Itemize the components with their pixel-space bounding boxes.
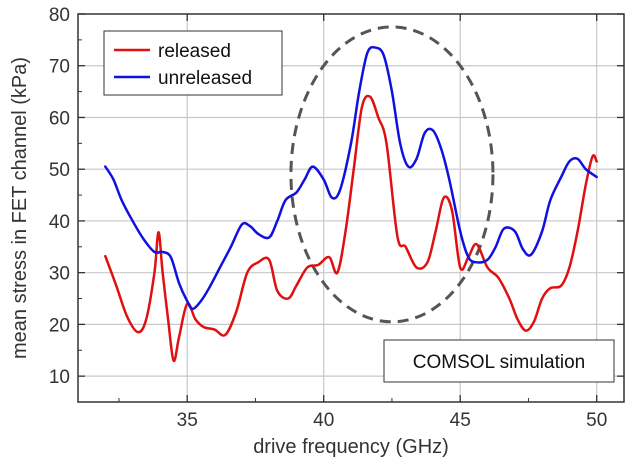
legend-label-released: released (158, 41, 231, 62)
axis-ticks (78, 13, 624, 402)
y-tick-label: 50 (49, 160, 70, 181)
legend: released unreleased (103, 30, 283, 96)
y-tick-label: 30 (49, 264, 70, 285)
x-tick-label: 40 (313, 410, 334, 431)
y-tick-label: 80 (49, 5, 70, 26)
legend-box (103, 30, 283, 96)
series-lines (104, 45, 598, 363)
x-tick-label: 35 (177, 410, 198, 431)
annotation-frame (383, 339, 615, 383)
annotation-text: COMSOL simulation (413, 352, 585, 373)
x-tick-label: 45 (450, 410, 471, 431)
y-axis-title: mean stress in FET channel (kPa) (9, 57, 31, 359)
series-line-released (104, 94, 598, 363)
y-tick-label: 60 (49, 108, 70, 129)
y-tick-label: 10 (49, 367, 70, 388)
y-tick-label: 20 (49, 315, 70, 336)
y-tick-label: 40 (49, 212, 70, 233)
tick-labels: 35 40 45 50 10 20 30 40 50 60 70 80 (49, 5, 607, 431)
x-tick-label: 50 (586, 410, 607, 431)
legend-label-unreleased: unreleased (158, 68, 252, 89)
series-line-unreleased (104, 45, 598, 311)
y-tick-label: 70 (49, 57, 70, 78)
plot-area-frame (77, 13, 625, 403)
annotation-box: COMSOL simulation (383, 339, 615, 383)
x-axis-title: drive frequency (GHz) (253, 436, 449, 458)
